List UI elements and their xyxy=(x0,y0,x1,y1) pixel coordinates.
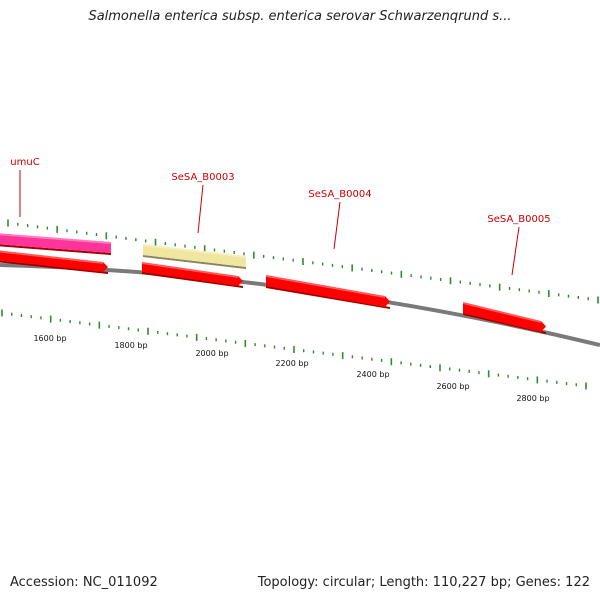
gene-arrow xyxy=(142,262,243,286)
gene-leader-line xyxy=(511,226,520,276)
gene-arrow xyxy=(143,244,246,267)
scale-label: 2600 bp xyxy=(436,382,469,391)
genome-backbone xyxy=(0,263,600,347)
scale-label: 1600 bp xyxy=(33,334,66,343)
gene-shadow xyxy=(0,260,108,274)
gene-feature xyxy=(143,244,246,269)
gene-label: SeSA_B0003 xyxy=(171,172,234,183)
gene-shadow xyxy=(0,244,111,255)
scale-label: 2200 bp xyxy=(275,359,308,368)
gene-arrow xyxy=(0,233,111,253)
gene-leader-line xyxy=(333,201,341,250)
gene-feature xyxy=(0,233,111,255)
gene-highlight xyxy=(266,275,385,298)
gene-feature xyxy=(266,275,390,309)
outer-tick-track xyxy=(7,219,599,304)
gene-highlight xyxy=(143,244,246,258)
gene-label: SeSA_B0005 xyxy=(487,214,550,225)
gene-shadow xyxy=(143,255,246,269)
scale-label: 2400 bp xyxy=(356,370,389,379)
scale-label: 2000 bp xyxy=(195,349,228,358)
gene-arrow xyxy=(266,275,390,307)
gene-arrow xyxy=(463,302,546,332)
gene-highlight xyxy=(463,302,541,323)
gene-label: SeSA_B0004 xyxy=(308,189,371,200)
gene-arrow xyxy=(0,250,108,272)
inner-tick-track xyxy=(1,309,587,390)
scale-labels: 1600 bp 1800 bp 2000 bp 2200 bp 2400 bp 2600 … xyxy=(33,334,549,403)
gene-feature xyxy=(463,302,546,334)
scale-label: 2800 bp xyxy=(516,394,549,403)
gene-shadow xyxy=(142,272,243,288)
accession-text: Accession: NC_011092 xyxy=(10,575,158,590)
scale-label: 1800 bp xyxy=(114,341,147,350)
gene-features xyxy=(0,233,546,334)
gene-highlight xyxy=(142,262,238,278)
gene-feature xyxy=(0,250,108,274)
gene-highlight xyxy=(0,250,103,264)
gene-label: umuC xyxy=(10,157,39,168)
topology-stats: Topology: circular; Length: 110,227 bp; … xyxy=(257,575,590,590)
gene-shadow xyxy=(266,286,390,309)
gene-leader-line xyxy=(197,184,204,234)
gene-highlight xyxy=(0,233,111,244)
map-title: Salmonella enterica subsp. enterica sero… xyxy=(88,9,512,24)
gene-feature xyxy=(142,262,243,288)
gene-shadow xyxy=(463,313,546,334)
